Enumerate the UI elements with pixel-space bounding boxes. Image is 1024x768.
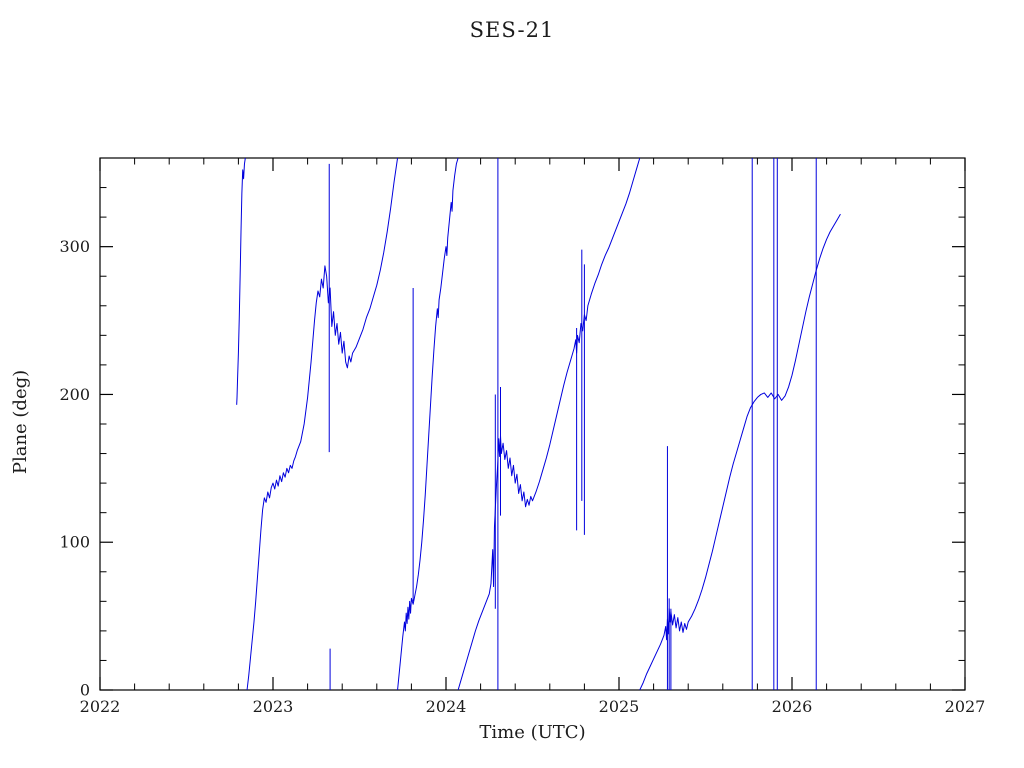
x-axis-label: Time (UTC) <box>479 722 586 743</box>
svg-text:2025: 2025 <box>599 697 640 716</box>
svg-text:2027: 2027 <box>945 697 986 716</box>
svg-text:100: 100 <box>59 533 90 552</box>
svg-text:0: 0 <box>80 681 90 700</box>
svg-text:2022: 2022 <box>80 697 121 716</box>
chart-title: SES-21 <box>469 18 555 42</box>
svg-text:300: 300 <box>59 237 90 256</box>
svg-text:2024: 2024 <box>426 697 467 716</box>
svg-text:2023: 2023 <box>253 697 294 716</box>
svg-text:200: 200 <box>59 385 90 404</box>
svg-text:2026: 2026 <box>772 697 813 716</box>
